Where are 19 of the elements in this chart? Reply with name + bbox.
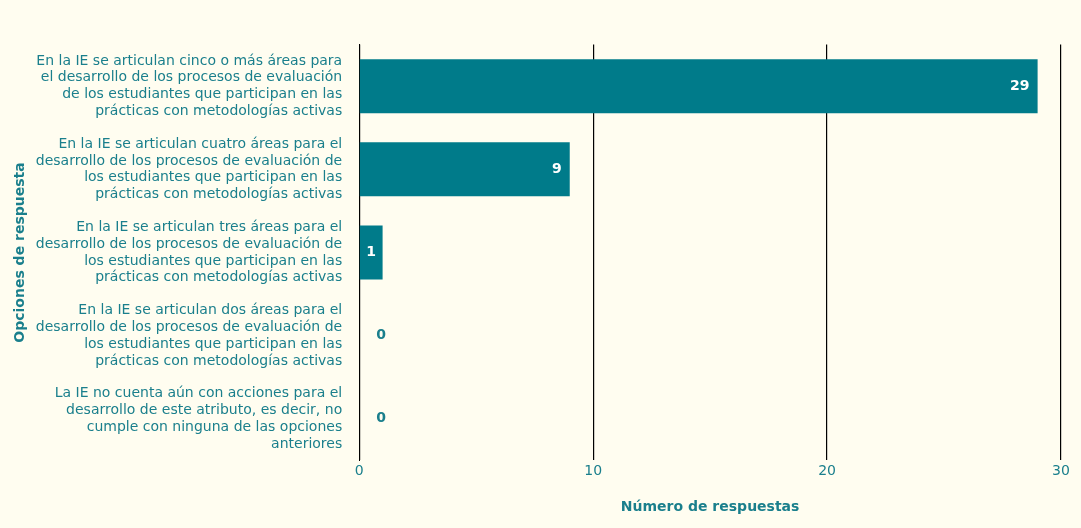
- y-tick-label: La IE no cuenta aún con acciones para el desarrollo de este atributo, es decir, no cumple con ninguna de las opciones anteriores: [54, 384, 343, 451]
- x-axis-title: Número de respuestas: [620, 498, 800, 515]
- data-label: 29: [1010, 76, 1030, 93]
- y-axis-title: Opciones de respuesta: [11, 162, 28, 343]
- y-tick-label: En la IE se articulan tres áreas para el desarrollo de los procesos de evaluación de los estudiantes que participan en las prácticas con metodologías activas: [35, 217, 343, 285]
- y-tick-label: En la IE se articulan cuatro áreas para el desarrollo de los procesos de evaluación de los estudiantes que participan en las prácticas con metodologías activas: [35, 134, 343, 202]
- x-tick-label: 0: [354, 462, 364, 479]
- data-label: 0: [376, 326, 387, 343]
- bar: [359, 59, 1038, 114]
- data-label: 1: [366, 243, 377, 260]
- data-label: 0: [376, 409, 387, 426]
- x-tick-label: 10: [584, 462, 603, 479]
- y-tick-label: En la IE se articulan dos áreas para el desarrollo de los procesos de evaluación de los estudiantes que participan en las prácticas con metodologías activas: [35, 301, 343, 368]
- x-tick-label: 20: [818, 462, 836, 479]
- x-tick-label: 30: [1052, 462, 1070, 479]
- bar: [359, 142, 570, 197]
- bar: [359, 225, 383, 280]
- y-tick-label: En la IE se articulan cinco o más áreas para el desarrollo de los procesos de evaluación de los estudiantes que participan en las prácticas con metodologías activas: [36, 51, 343, 119]
- data-label: 9: [551, 159, 562, 176]
